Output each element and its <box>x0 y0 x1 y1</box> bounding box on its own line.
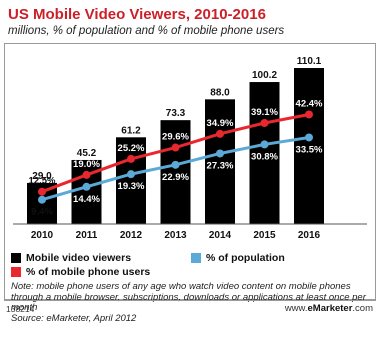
bar-value-label: 29.0 <box>32 171 52 182</box>
data-label-mobile-phone-users: 39.1% <box>251 107 278 118</box>
point-mobile-phone-users <box>38 187 46 196</box>
data-label-population: 19.3% <box>118 181 145 192</box>
legend-label: % of population <box>206 252 285 264</box>
bar-value-label: 110.1 <box>297 56 322 67</box>
source-text: Source: eMarketer, April 2012 <box>11 312 137 324</box>
bar-2016 <box>294 68 324 225</box>
point-mobile-phone-users <box>305 110 313 119</box>
point-population <box>38 195 46 204</box>
bar-value-label: 73.3 <box>166 108 186 119</box>
data-label-mobile-phone-users: 25.2% <box>118 143 145 154</box>
x-tick-label: 2013 <box>164 230 187 241</box>
point-mobile-phone-users <box>82 170 91 179</box>
point-population <box>260 140 269 149</box>
bar-2012 <box>116 137 146 224</box>
x-tick-label: 2011 <box>76 230 98 241</box>
x-tick-label: 2010 <box>31 230 54 241</box>
bar-value-label: 61.2 <box>121 125 141 136</box>
point-population <box>171 160 180 169</box>
chart-notes: Note: mobile phone users of any age who … <box>11 281 373 324</box>
x-tick-label: 2014 <box>209 230 232 241</box>
legend-swatch-blue <box>191 253 201 263</box>
data-label-population: 9.4% <box>31 207 53 218</box>
chart-id: 138214 <box>6 304 35 314</box>
x-tick-label: 2016 <box>298 230 321 241</box>
x-tick-label: 2015 <box>253 230 276 241</box>
bar-2013 <box>160 120 191 224</box>
bar-2014 <box>205 99 235 224</box>
x-tick-label: 2012 <box>120 230 143 241</box>
site-brand: eMarketer <box>307 303 353 314</box>
note-text: Note: mobile phone users of any age who … <box>11 281 366 313</box>
data-label-mobile-phone-users: 12.5% <box>29 176 56 187</box>
legend-label: Mobile video viewers <box>26 252 132 264</box>
data-label-population: 33.5% <box>296 144 323 155</box>
data-label-mobile-phone-users: 34.9% <box>207 118 234 129</box>
chart-title: US Mobile Video Viewers, 2010-2016 <box>8 6 266 23</box>
legend-swatch-bar <box>11 253 21 263</box>
bar-value-label: 45.2 <box>77 148 97 159</box>
site-prefix: www. <box>284 303 308 314</box>
point-mobile-phone-users <box>127 154 135 163</box>
site-credit: www.eMarketer.com <box>285 303 373 314</box>
chart-panel: 29.0 45.2 61.2 73.3 88.0 100.2 110.1 2010 2011 20… <box>4 43 376 323</box>
data-label-population: 22.9% <box>162 172 189 183</box>
site-suffix: .com <box>352 303 373 314</box>
point-mobile-phone-users <box>260 118 269 127</box>
point-population <box>127 170 135 179</box>
chart-plot-area: 29.0 45.2 61.2 73.3 88.0 100.2 110.1 2010 2011 20… <box>13 56 367 241</box>
legend-label: % of mobile phone users <box>26 266 151 278</box>
point-population <box>305 133 313 142</box>
data-label-mobile-phone-users: 29.6% <box>162 132 189 143</box>
chart-subtitle: millions, % of population and % of mobil… <box>8 25 285 37</box>
footer-divider <box>4 300 376 301</box>
point-mobile-phone-users <box>171 143 180 152</box>
data-label-mobile-phone-users: 19.0% <box>73 159 100 170</box>
data-label-population: 27.3% <box>207 160 234 171</box>
data-label-population: 14.4% <box>73 194 100 205</box>
data-label-population: 30.8% <box>251 151 278 162</box>
legend-item-percent-mobile-phone-users: % of mobile phone users <box>11 266 150 278</box>
point-population <box>216 149 224 158</box>
bar-value-label: 100.2 <box>252 70 277 81</box>
chart-legend: Mobile video viewers % of population % o… <box>11 251 371 279</box>
bar-2015 <box>249 82 280 224</box>
data-label-mobile-phone-users: 42.4% <box>296 98 323 109</box>
legend-item-mobile-video-viewers: Mobile video viewers <box>11 252 191 264</box>
legend-swatch-red <box>11 267 21 277</box>
legend-item-percent-population: % of population <box>191 252 285 264</box>
point-population <box>82 182 91 191</box>
point-mobile-phone-users <box>216 129 224 138</box>
bar-value-label: 88.0 <box>210 87 230 98</box>
